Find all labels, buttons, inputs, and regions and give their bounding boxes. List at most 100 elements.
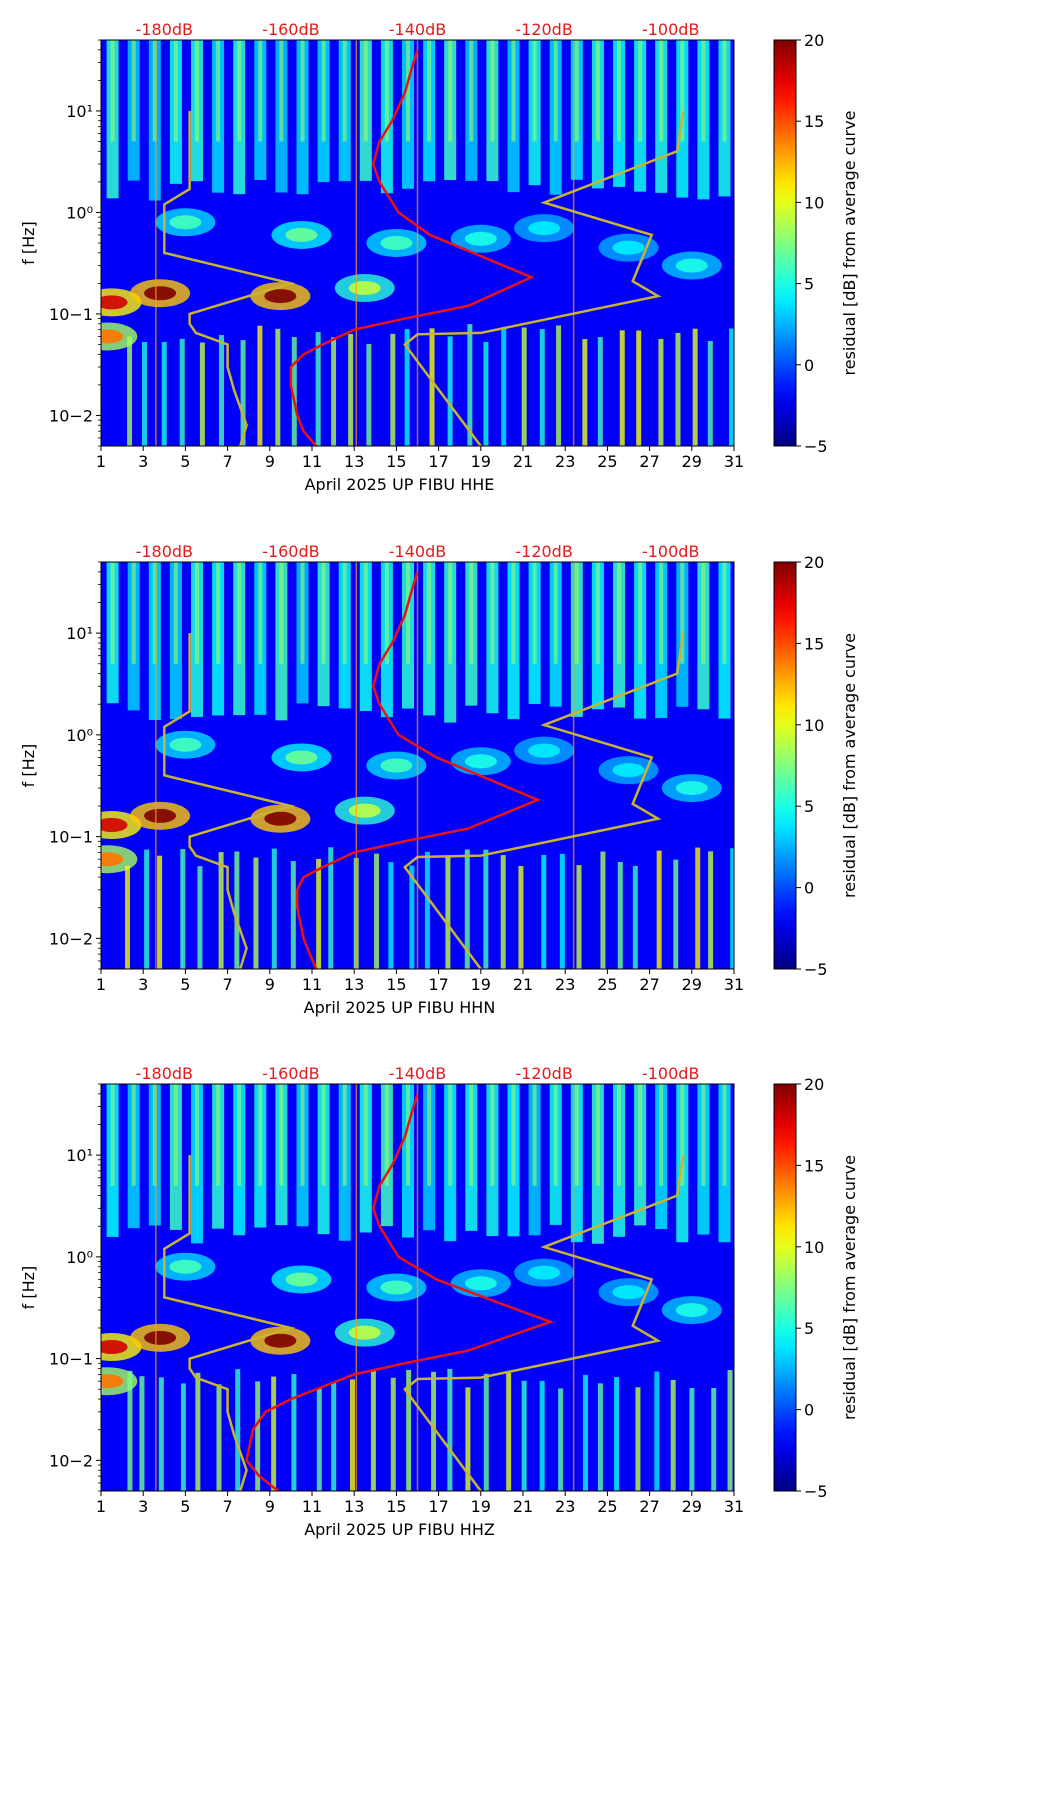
heatmap-day-core [216,562,221,664]
x-tick-label: 29 [682,452,702,471]
heatmap-blob-core [464,754,497,769]
x-tick-label: 11 [302,975,322,994]
high-noise-model-curve [403,1154,685,1491]
heatmap-blob-core [348,803,381,818]
y-tick-label: 10−1 [49,828,93,847]
heatmap-day-core [131,1084,136,1186]
heatmap-lowfreq-streak [447,336,453,446]
heatmap-lowfreq-streak [600,851,606,969]
heatmap-blob-core [380,1280,413,1295]
colorbar-tick-label: 15 [804,112,824,131]
db-scale-label: -100dB [642,1064,699,1083]
heatmap-blob-core [528,743,561,758]
heatmap-lowfreq-streak [465,1387,471,1491]
heatmap-day-core [617,40,622,142]
heatmap-day-core [553,562,558,664]
heatmap-day-core [427,562,432,664]
x-tick-label: 23 [555,452,575,471]
colorbar: 20 15 10 5 0 −5 residual [dB] from average cur… [773,1075,859,1501]
x-tick-label: 5 [180,452,190,471]
y-tick-label: 10−2 [49,406,93,425]
heatmap-lowfreq-streak [424,851,430,969]
heatmap-day-core [321,562,326,664]
heatmap-day-core [173,562,178,664]
heatmap-lowfreq-streak [711,1387,717,1491]
db-scale-label: -100dB [642,542,699,561]
heatmap-lowfreq-streak [558,1388,564,1491]
heatmap-day-core [532,1084,537,1186]
heatmap-blob-core [101,329,124,344]
heatmap-lowfreq-streak [728,328,734,446]
heatmap-blob-core [285,227,318,242]
db-scale-label: -180dB [136,542,193,561]
heatmap-day-core [384,562,389,664]
heatmap-blob-core [528,1265,561,1280]
heatmap-lowfreq-streak [195,1372,201,1491]
colorbar-tick-label: −5 [804,437,828,456]
heatmap-lowfreq-streak [689,1388,695,1491]
y-tick-label: 10−2 [49,1451,93,1470]
heatmap-day-core [617,562,622,664]
heatmap-lowfreq-streak [216,1384,222,1491]
heatmap-day-core [131,40,136,142]
heatmap-day-core [595,40,600,142]
heatmap-lowfreq-streak [518,866,524,969]
heatmap-day-core [258,1084,263,1186]
db-scale-label: -160dB [262,20,319,39]
x-tick-label: 3 [138,1497,148,1516]
y-tick-label: 10−2 [49,929,93,948]
y-tick-label: 10⁰ [66,203,93,222]
heatmap-day-core [532,40,537,142]
heatmap-day-core [342,1084,347,1186]
heatmap-day-core [574,40,579,142]
heatmap-day-core [469,1084,474,1186]
heatmap-lowfreq-streak [180,849,186,969]
heatmap-lowfreq-streak [197,866,203,969]
heatmap-lowfreq-streak [445,856,451,969]
heatmap-lowfreq-streak [316,1388,322,1491]
x-tick-label: 5 [180,975,190,994]
heatmap-day-core [110,562,115,664]
heatmap-day-core [638,1084,643,1186]
x-tick-label: 17 [428,1497,448,1516]
x-tick-label: 7 [223,1497,233,1516]
heatmap-lowfreq-streak [290,861,296,969]
colorbar-tick-label: 5 [804,275,814,294]
heatmap-lowfreq-streak [199,342,205,446]
heatmap-lowfreq-streak [240,340,246,446]
y-axis-label: f [Hz] [19,1266,38,1310]
heatmap-day-core [195,562,200,664]
heatmap-day-core [131,562,136,664]
colorbar-tick-label: 0 [804,879,814,898]
low-noise-model-curve [163,633,296,969]
heatmap-lowfreq-streak [316,858,322,969]
x-axis-label: April 2025 UP FIBU HHN [304,998,496,1017]
heatmap-day-core [701,40,706,142]
heatmap-blob-core [675,1303,708,1318]
heatmap-day-core [195,1084,200,1186]
heatmap-lowfreq-streak [255,1381,261,1491]
heatmap-lowfreq-streak [695,847,701,969]
heatmap-day-core [321,1084,326,1186]
x-tick-label: 7 [223,452,233,471]
heatmap-lowfreq-streak [673,859,679,969]
x-tick-label: 15 [386,452,406,471]
heatmap-day-core [595,1084,600,1186]
x-tick-label: 29 [682,1497,702,1516]
heatmap-lowfreq-streak [328,847,334,969]
heatmap-day-core [279,40,284,142]
db-scale-label: -140dB [389,20,446,39]
y-tick-label: 10¹ [66,102,93,121]
db-scale-label: -120dB [515,542,572,561]
heatmap-day-core [490,562,495,664]
heatmap-day-core [152,1084,157,1186]
heatmap-lowfreq-streak [730,848,734,969]
heatmap-lowfreq-streak [692,328,698,446]
y-tick-label: 10−1 [49,305,93,324]
heatmap-day-core [384,40,389,142]
colorbar-tick-label: 5 [804,797,814,816]
heatmap-lowfreq-streak [654,1371,660,1491]
high-noise-model-curve [403,110,685,446]
average-psd-curve [289,49,535,446]
